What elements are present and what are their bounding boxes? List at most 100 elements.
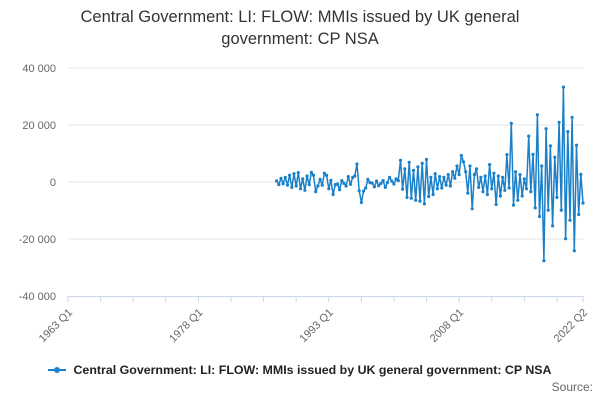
chart-canvas[interactable]: 40 000 20 000 0 -20 000 -40 000 1963 Q1 1978 Q… <box>0 0 600 360</box>
series-point[interactable] <box>420 161 424 165</box>
series-point[interactable] <box>570 115 574 119</box>
series-point[interactable] <box>329 178 333 182</box>
series-point[interactable] <box>318 177 322 181</box>
series-point[interactable] <box>529 190 533 194</box>
series-point[interactable] <box>424 157 429 162</box>
series-point[interactable] <box>520 194 524 198</box>
series-point[interactable] <box>279 176 283 180</box>
series-point[interactable] <box>298 187 303 191</box>
series-point[interactable] <box>546 208 550 212</box>
series-point[interactable] <box>474 167 479 171</box>
series-point[interactable] <box>498 194 502 198</box>
series-point[interactable] <box>370 181 374 185</box>
series-point[interactable] <box>357 189 361 193</box>
series-point[interactable] <box>533 206 537 210</box>
series-point[interactable] <box>577 212 581 217</box>
series-point[interactable] <box>535 113 540 117</box>
series-point[interactable] <box>435 187 439 191</box>
series-point[interactable] <box>388 175 392 179</box>
series-point[interactable] <box>344 184 348 188</box>
series-point[interactable] <box>355 162 359 166</box>
series-point[interactable] <box>327 187 331 191</box>
series-point[interactable] <box>409 196 413 200</box>
series-point[interactable] <box>485 192 489 197</box>
series-point[interactable] <box>366 177 370 181</box>
series-point[interactable] <box>444 183 448 187</box>
series-point[interactable] <box>492 171 496 175</box>
series-point[interactable] <box>331 192 335 197</box>
series-point[interactable] <box>359 200 363 205</box>
series-point[interactable] <box>501 175 505 179</box>
series-point[interactable] <box>557 120 561 124</box>
series-point[interactable] <box>309 170 313 174</box>
series-point[interactable] <box>320 183 324 187</box>
series-point[interactable] <box>470 207 474 211</box>
series-point[interactable] <box>572 249 576 253</box>
series-point[interactable] <box>290 185 294 189</box>
series-point[interactable] <box>311 173 316 177</box>
series-point[interactable] <box>579 172 583 176</box>
series-point[interactable] <box>507 186 511 190</box>
series-point[interactable] <box>522 177 526 181</box>
series-point[interactable] <box>427 194 431 199</box>
series-point[interactable] <box>553 155 557 159</box>
series-point[interactable] <box>555 195 559 199</box>
series-point[interactable] <box>564 237 568 241</box>
series-point[interactable] <box>431 192 435 197</box>
series-point[interactable] <box>481 190 485 194</box>
series-point[interactable] <box>548 144 553 148</box>
series-point[interactable] <box>377 184 381 188</box>
series-point[interactable] <box>316 184 320 188</box>
series-point[interactable] <box>303 188 307 192</box>
series-point[interactable] <box>433 172 437 176</box>
series-point[interactable] <box>459 153 463 158</box>
series-point[interactable] <box>335 182 340 186</box>
series-point[interactable] <box>375 179 379 183</box>
series-point[interactable] <box>511 203 516 207</box>
series-point[interactable] <box>503 188 507 192</box>
series-point[interactable] <box>574 143 579 147</box>
series-point[interactable] <box>281 182 285 186</box>
series-point[interactable] <box>561 85 566 89</box>
series-point[interactable] <box>364 186 368 190</box>
series-point[interactable] <box>301 177 305 181</box>
series-point[interactable] <box>442 175 446 179</box>
series-point[interactable] <box>488 163 492 167</box>
series-point[interactable] <box>453 176 457 180</box>
series-point[interactable] <box>509 121 513 125</box>
series-point[interactable] <box>385 181 389 185</box>
series-point[interactable] <box>353 174 357 178</box>
series-point[interactable] <box>440 186 444 190</box>
series-point[interactable] <box>455 164 459 168</box>
series-point[interactable] <box>405 195 409 199</box>
series-point[interactable] <box>531 152 535 156</box>
series-point[interactable] <box>407 160 411 164</box>
series-point[interactable] <box>342 181 346 185</box>
series-point[interactable] <box>396 179 400 183</box>
series-point[interactable] <box>446 173 450 177</box>
series-point[interactable] <box>451 170 455 174</box>
series-point[interactable] <box>479 175 483 179</box>
series-point[interactable] <box>566 130 570 134</box>
series-point[interactable] <box>348 182 353 186</box>
series-point[interactable] <box>544 127 548 131</box>
series-point[interactable] <box>540 164 544 168</box>
series-point[interactable] <box>494 202 498 207</box>
series-point[interactable] <box>411 168 416 172</box>
series-point[interactable] <box>468 164 472 168</box>
series-point[interactable] <box>551 224 555 228</box>
series-point[interactable] <box>477 185 481 189</box>
series-point[interactable] <box>383 185 387 189</box>
series-point[interactable] <box>416 165 420 169</box>
series-point[interactable] <box>537 214 542 219</box>
series-point[interactable] <box>294 184 298 188</box>
series-point[interactable] <box>381 179 385 183</box>
series-point[interactable] <box>403 167 407 171</box>
series-point[interactable] <box>305 174 309 178</box>
series-point[interactable] <box>275 179 279 183</box>
series-point[interactable] <box>438 175 442 179</box>
series-point[interactable] <box>392 182 396 186</box>
series-point[interactable] <box>296 171 300 175</box>
series-point[interactable] <box>277 183 281 187</box>
series-point[interactable] <box>422 202 426 206</box>
